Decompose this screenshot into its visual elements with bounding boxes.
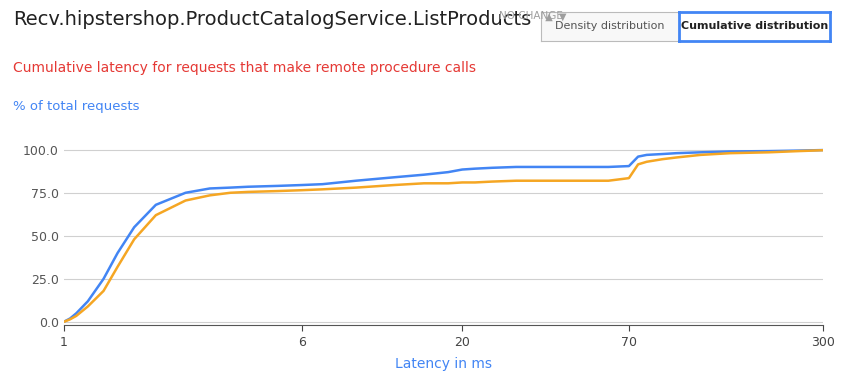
Text: ▲  ▼: ▲ ▼ [539,12,566,22]
Text: Cumulative latency for requests that make remote procedure calls: Cumulative latency for requests that mak… [13,61,476,75]
Text: NO CHANGE: NO CHANGE [499,11,562,21]
X-axis label: Latency in ms: Latency in ms [394,357,492,371]
Text: Density distribution: Density distribution [555,22,665,31]
Text: Recv.hipstershop.ProductCatalogService.ListProducts: Recv.hipstershop.ProductCatalogService.L… [13,10,531,29]
Text: Cumulative distribution: Cumulative distribution [681,22,828,31]
Text: % of total requests: % of total requests [13,100,139,113]
